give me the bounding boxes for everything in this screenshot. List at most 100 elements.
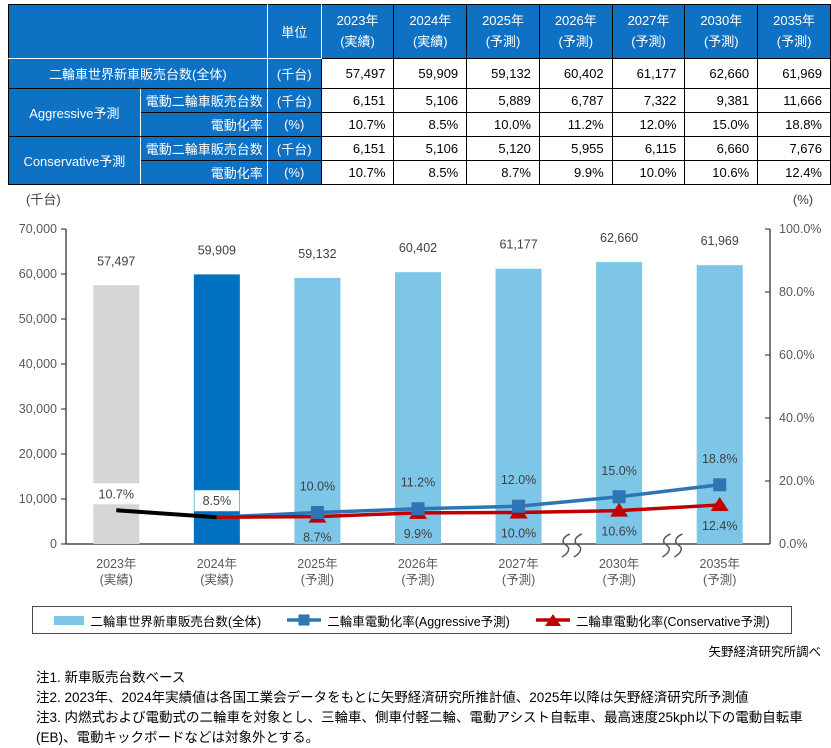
table-cell: 7,676 bbox=[757, 136, 831, 161]
aggressive-sales-unit: (千台) bbox=[266, 88, 322, 113]
unit-column-header: 単位 bbox=[266, 4, 322, 59]
left-axis-tick-label: 10,000 bbox=[19, 492, 57, 506]
legend-item-aggressive: 二輪車電動化率(Aggressive予測) bbox=[287, 611, 510, 630]
right-axis-tick-label: 60.0% bbox=[779, 348, 814, 362]
conservative-sales-label: 電動二輪車販売台数 bbox=[139, 136, 268, 161]
table-cell: 60,402 bbox=[538, 58, 613, 89]
x-axis-label-kind: (予測) bbox=[301, 573, 334, 587]
x-axis-label-kind: (実績) bbox=[200, 572, 233, 587]
table-cell: 9.9% bbox=[538, 160, 613, 185]
left-axis-tick-label: 60,000 bbox=[19, 267, 57, 281]
table-cell: 9,381 bbox=[684, 88, 759, 113]
year-header-2024: 2024年 (実績) bbox=[393, 4, 468, 59]
table-cell: 62,660 bbox=[684, 58, 759, 89]
x-axis-label-year: 2030年 bbox=[599, 557, 639, 571]
year-header-2035: 2035年 (予測) bbox=[757, 4, 831, 59]
bar-swatch bbox=[54, 615, 85, 625]
table-cell: 61,969 bbox=[757, 58, 831, 89]
table-row: 電動化率 (%) 10.7% 8.5% 10.0% 11.2% 12.0% 15… bbox=[9, 112, 831, 137]
table-cell: 18.8% bbox=[757, 112, 831, 137]
right-axis-tick-label: 80.0% bbox=[779, 285, 814, 299]
left-axis-tick-label: 50,000 bbox=[19, 312, 57, 326]
table-cell: 5,106 bbox=[393, 88, 468, 113]
table-cell: 15.0% bbox=[684, 112, 759, 137]
x-axis-label-year: 2035年 bbox=[700, 557, 740, 571]
table-cell: 5,120 bbox=[466, 136, 540, 161]
left-axis-tick-label: 40,000 bbox=[19, 357, 57, 371]
bar-value-label: 57,497 bbox=[97, 254, 135, 268]
data-table-section: 単位 2023年 (実績) 2024年 (実績) 2025年 (予測) 2026年 (予… bbox=[0, 0, 831, 185]
table-cell: 10.0% bbox=[466, 112, 540, 137]
bar-0 bbox=[93, 285, 140, 544]
note-line: 注3. 内燃式および電動式の二輪車を対象とし、三輪車、側車付軽二輪、電動アシスト… bbox=[36, 710, 803, 725]
aggressive-line-swatch bbox=[287, 614, 322, 626]
table-cell: 61,177 bbox=[611, 58, 686, 89]
table-cell: 10.7% bbox=[320, 112, 395, 137]
aggressive-marker bbox=[411, 502, 425, 516]
aggressive-marker bbox=[612, 490, 626, 504]
left-axis-tick-label: 70,000 bbox=[19, 222, 57, 236]
rate-label-actual: 8.5% bbox=[203, 494, 232, 508]
aggressive-rate-label: 電動化率 bbox=[139, 112, 268, 137]
x-axis-label-year: 2023年 bbox=[96, 557, 136, 571]
table-cell: 6,115 bbox=[611, 136, 686, 161]
source-credit: 矢野経済研究所調べ bbox=[708, 645, 821, 659]
right-axis-tick-label: 100.0% bbox=[779, 222, 821, 236]
table-cell: 5,955 bbox=[538, 136, 613, 161]
year-header-2030: 2030年 (予測) bbox=[684, 4, 759, 59]
note-line: 注2. 2023年、2024年実績値は各国工業会データをもとに矢野経済研究所推計… bbox=[36, 690, 749, 705]
legend-label: 二輪車電動化率(Aggressive予測) bbox=[327, 614, 510, 629]
rate-label-conservative: 10.0% bbox=[501, 527, 536, 541]
legend-label: 二輪車電動化率(Conservative予測) bbox=[575, 614, 770, 629]
axis-break-icon bbox=[662, 533, 671, 558]
left-axis-tick-label: 30,000 bbox=[19, 402, 57, 416]
table-cell: 59,132 bbox=[466, 58, 540, 89]
right-axis-tick-label: 0.0% bbox=[779, 537, 808, 551]
table-row: 二輪車世界新車販売台数(全体) (千台) 57,497 59,909 59,13… bbox=[8, 58, 831, 89]
year-header-2023: 2023年 (実績) bbox=[320, 4, 395, 59]
rate-label-conservative: 10.6% bbox=[601, 525, 636, 539]
bar-value-label: 62,660 bbox=[600, 231, 638, 245]
note-line: (EB)、電動キックボードなどは対象外とする。 bbox=[36, 730, 320, 745]
table-cell: 5,889 bbox=[466, 88, 540, 113]
year-header-2025: 2025年 (予測) bbox=[466, 4, 540, 59]
aggressive-rate-line bbox=[216, 483, 720, 519]
conservative-sales-unit: (千台) bbox=[266, 136, 322, 161]
rate-label-box bbox=[89, 483, 143, 505]
x-axis-label-kind: (予測) bbox=[401, 573, 434, 587]
rate-label-box bbox=[194, 490, 240, 512]
table-cell: 11,666 bbox=[757, 88, 831, 113]
axis-break-icon bbox=[674, 533, 683, 558]
table-row: 電動化率 (%) 10.7% 8.5% 8.7% 9.9% 10.0% 10.6… bbox=[9, 160, 831, 185]
table-cell: 6,787 bbox=[538, 88, 613, 113]
table-cell: 12.0% bbox=[611, 112, 686, 137]
note-line: 注1. 新車販売台数ベース bbox=[36, 670, 186, 685]
aggressive-rate-unit: (%) bbox=[266, 112, 322, 137]
right-axis-tick-label: 40.0% bbox=[779, 411, 814, 425]
chart-legend: 二輪車世界新車販売台数(全体) 二輪車電動化率(Aggressive予測) 二輪… bbox=[32, 606, 792, 634]
bar-value-label: 61,177 bbox=[499, 238, 537, 252]
bar-3 bbox=[395, 272, 441, 544]
rate-label-conservative: 9.9% bbox=[404, 527, 433, 541]
conservative-rate-unit: (%) bbox=[266, 160, 322, 185]
legend-label: 二輪車世界新車販売台数(全体) bbox=[90, 614, 262, 629]
sales-chart: (千台) (%) 0 10,000 20,000 30,000 40,000 50,000 60… bbox=[19, 192, 822, 587]
right-axis-title: (%) bbox=[793, 192, 813, 207]
left-axis-tick-label: 20,000 bbox=[19, 447, 57, 461]
rate-label-aggressive: 18.8% bbox=[702, 452, 737, 466]
table-cell: 10.7% bbox=[320, 160, 395, 185]
bar-value-label: 60,402 bbox=[399, 241, 437, 255]
aggressive-marker bbox=[310, 506, 324, 519]
table-cell: 57,497 bbox=[320, 58, 395, 89]
table-corner-cell bbox=[8, 4, 268, 59]
conservative-marker bbox=[710, 496, 729, 511]
x-axis-label-year: 2025年 bbox=[297, 557, 337, 571]
rate-label-conservative: 8.7% bbox=[303, 531, 332, 545]
table-cell: 10.0% bbox=[611, 160, 686, 185]
bar-value-label: 59,132 bbox=[298, 247, 336, 261]
aggressive-sales-label: 電動二輪車販売台数 bbox=[139, 88, 268, 113]
table-cell: 11.2% bbox=[538, 112, 613, 137]
year-header-2027: 2027年 (予測) bbox=[611, 4, 686, 59]
sales-table: 単位 2023年 (実績) 2024年 (実績) 2025年 (予測) 2026年 (予… bbox=[8, 4, 831, 185]
table-cell: 5,106 bbox=[393, 136, 468, 161]
